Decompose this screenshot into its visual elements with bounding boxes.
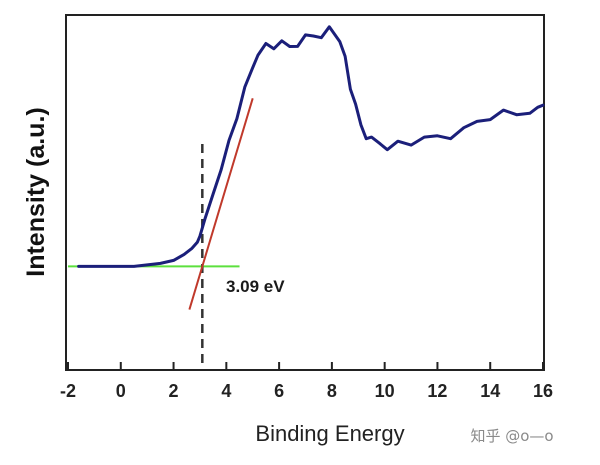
watermark-text: 知乎 @o—o	[470, 427, 553, 445]
x-tick-label: 0	[116, 381, 126, 401]
spectrum-series-line-0	[77, 25, 545, 268]
x-tick-label: 6	[274, 381, 284, 401]
plot-frame	[65, 14, 545, 371]
x-tick-label: 2	[169, 381, 179, 401]
x-tick-label: 14	[480, 381, 500, 401]
annotation-label: 3.09 eV	[226, 277, 285, 296]
x-tick-label: -2	[60, 381, 76, 401]
y-axis-label: Intensity (a.u.)	[22, 107, 50, 276]
x-tick-label: 16	[533, 381, 553, 401]
tangent-fit-line	[188, 98, 254, 310]
x-tick-label: 8	[327, 381, 337, 401]
x-tick-label: 12	[427, 381, 447, 401]
x-tick-label: 4	[221, 381, 231, 401]
x-axis-label: Binding Energy	[255, 421, 404, 446]
x-tick-label: 10	[375, 381, 395, 401]
